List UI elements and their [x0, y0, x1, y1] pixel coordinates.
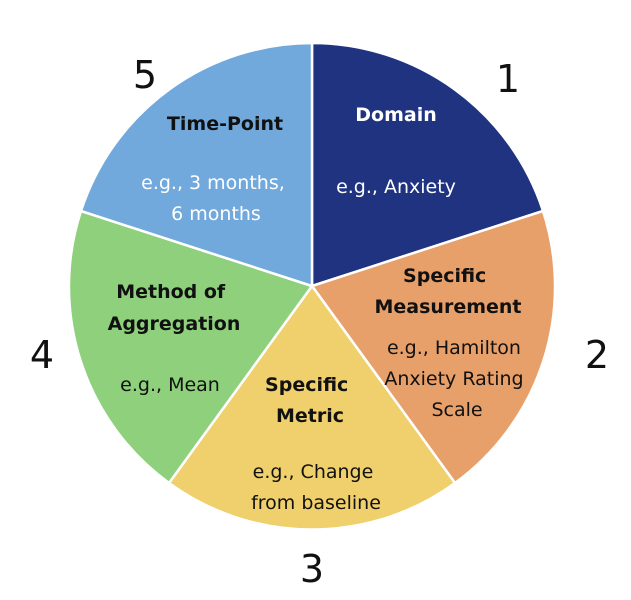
segment-4-slice [67, 209, 315, 485]
pie-slices [67, 41, 557, 531]
segment-4-number: 4 [30, 333, 54, 377]
segment-4-example: e.g., Mean [120, 374, 220, 396]
segment-5-title: Time-Point [167, 113, 283, 135]
segment-5-number: 5 [133, 53, 157, 97]
segment-3-example: e.g., Change from baseline [251, 461, 381, 514]
segment-1-title: Domain [355, 104, 436, 126]
segment-2-slice [309, 209, 557, 485]
segment-2-number: 2 [585, 333, 609, 377]
segment-5-example: e.g., 3 months, 6 months [141, 172, 291, 225]
segment-4-title: Method of Aggregation [108, 281, 241, 335]
segment-2-title: Specific Measurement [375, 265, 522, 318]
segment-1-example: e.g., Anxiety [336, 176, 456, 198]
segment-5-slice [79, 41, 314, 288]
segment-2-example: e.g., Hamilton Anxiety Rating Scale [384, 337, 529, 421]
segment-3-title: Specific Metric [265, 374, 355, 427]
segment-3-number: 3 [300, 547, 324, 591]
segment-3-slice [167, 283, 457, 531]
segment-1-slice [310, 41, 545, 288]
segment-1-number: 1 [496, 57, 520, 101]
